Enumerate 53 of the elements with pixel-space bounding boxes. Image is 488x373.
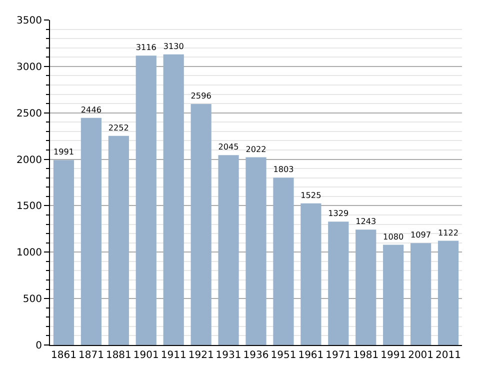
data-label: 3130 [163, 40, 184, 51]
y-tick-label: 3500 [16, 16, 42, 26]
x-tick-label: 1931 [216, 350, 242, 361]
bar [136, 56, 156, 345]
x-tick-label: 1961 [298, 350, 324, 361]
data-label: 2022 [246, 144, 266, 154]
bar [190, 104, 212, 345]
bar [218, 155, 239, 345]
bar [410, 243, 432, 345]
data-label: 1080 [383, 231, 404, 242]
x-tick-label: 1871 [78, 350, 104, 361]
bar [273, 178, 294, 345]
y-tick-label: 1000 [16, 248, 42, 259]
bar [438, 240, 459, 345]
data-label: 1329 [328, 208, 349, 218]
data-label: 1525 [300, 190, 322, 200]
x-tick-label: 1901 [133, 350, 159, 361]
data-label: 1243 [356, 216, 376, 226]
data-label: 2596 [190, 90, 212, 101]
bar [246, 157, 266, 345]
x-tick-label: 2011 [436, 350, 461, 361]
x-tick-label: 1971 [326, 350, 352, 361]
data-label: 1803 [273, 164, 294, 174]
bar [328, 222, 349, 345]
bar [383, 244, 404, 345]
y-tick-label: 3000 [16, 62, 42, 73]
bar [108, 136, 129, 345]
data-label: 3116 [136, 42, 156, 52]
x-tick-label: 1981 [353, 350, 379, 361]
y-tick-label: 2000 [16, 154, 42, 166]
bar [163, 54, 184, 345]
bar [80, 118, 102, 345]
data-label: 1097 [410, 230, 432, 240]
y-tick-label: 2500 [16, 108, 42, 120]
y-tick-label: 500 [22, 294, 42, 306]
x-tick-label: 1881 [106, 350, 132, 361]
data-label: 2045 [218, 142, 239, 152]
y-tick-label: 1500 [16, 201, 42, 212]
y-tick-label: 0 [36, 340, 42, 352]
data-label: 2446 [80, 104, 102, 114]
data-label: 2252 [108, 122, 129, 132]
bar [356, 230, 376, 345]
x-tick-label: 1911 [160, 350, 186, 361]
data-label: 1122 [438, 227, 459, 238]
x-tick-label: 2001 [408, 350, 434, 361]
x-tick-label: 1951 [270, 350, 296, 361]
x-tick-label: 1921 [188, 350, 214, 361]
x-tick-label: 1991 [380, 350, 406, 361]
data-label: 1991 [53, 146, 74, 157]
bar [300, 203, 322, 345]
x-tick-label: 1936 [243, 350, 269, 361]
bar [53, 160, 74, 345]
x-tick-label: 1861 [51, 350, 76, 361]
